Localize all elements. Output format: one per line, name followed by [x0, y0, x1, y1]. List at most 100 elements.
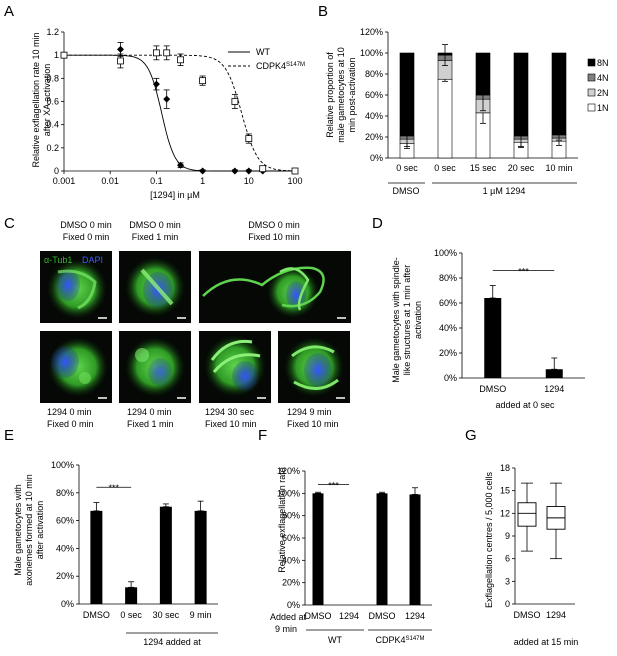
chart-b: Relative proportion of male gametocytes …: [325, 27, 609, 196]
chart-g-ytick-label-3: 9: [505, 531, 510, 541]
chart-g-iqr-0: [517, 502, 537, 527]
chart-b-ylabel-2: male gametocytes at 10: [336, 47, 346, 143]
chart-a-ytick-label-3: 0.6: [46, 97, 59, 107]
chart-a-xtick-label-3: 1: [200, 176, 205, 186]
micro-top-label-3a: DMSO 0 min: [248, 220, 300, 230]
chart-a-point-wt-7: [245, 167, 253, 175]
micro-cell-7: [284, 337, 344, 397]
chart-d-ytick-label-5: 100%: [434, 248, 457, 258]
chart-f-xtick-label-2: DMSO: [369, 611, 396, 621]
chart-e-ylabel-3: after activation: [35, 501, 45, 560]
chart-b-bar-8N-0: [399, 52, 415, 137]
chart-e-ytick-label-1: 20%: [56, 571, 74, 581]
chart-g-ytick-label-5: 15: [500, 486, 510, 496]
chart-a-legend: WT CDPK4S147M: [228, 47, 305, 71]
chart-b-bar-1N-1: [437, 78, 453, 159]
chart-a-legend-cdpk4-sup: S147M: [286, 62, 305, 68]
panel-letter-f: F: [258, 427, 267, 444]
chart-a-point-cdpk4-1: [117, 57, 124, 65]
chart-a-point-cdpk4-3: [163, 49, 171, 57]
chart-e-err-3: [197, 500, 204, 512]
chart-a-ytick-label-0: 0: [54, 166, 59, 176]
chart-g-ytick-label-2: 6: [505, 554, 510, 564]
micro-bottom-label-3a: 1294 30 sec: [205, 407, 255, 417]
chart-e-ytick-label-3: 60%: [56, 516, 74, 526]
chart-f-ylabel: Relative exflagellation rate: [277, 467, 287, 573]
chart-e-ytick-label-0: 0%: [61, 599, 74, 609]
chart-d-xlabel: added at 0 sec: [495, 400, 555, 410]
chart-f-group-cdpk4-sup: S147M: [406, 636, 425, 642]
chart-a-point-wt-3: [163, 95, 171, 103]
chart-b-bar-8N-4: [551, 52, 567, 136]
chart-d-ylabel-1: Male gametocytes with spindle-: [391, 257, 401, 383]
micro-cell-2: [125, 257, 185, 317]
chart-b-legend-label-1N: 1N: [597, 103, 609, 113]
chart-a-xtick-label-1: 0.01: [101, 176, 119, 186]
chart-a-ytick-label-5: 1: [54, 50, 59, 60]
chart-d-bar-1: [545, 369, 563, 378]
panel-letter-d: D: [372, 215, 383, 232]
chart-e-ytick-label-4: 80%: [56, 488, 74, 498]
chart-f-added-2: 9 min: [275, 624, 297, 634]
chart-e-bar-2: [159, 506, 172, 604]
chart-d-ytick-label-0: 0%: [444, 373, 457, 383]
chart-a-point-cdpk4-7: [245, 135, 253, 142]
chart-e-xtick-label-2: 30 sec: [153, 610, 180, 620]
chart-a-point-wt-5: [199, 167, 207, 175]
chart-b-ytick-label-6: 120%: [360, 27, 383, 37]
micro-top-label-2a: DMSO 0 min: [129, 220, 181, 230]
chart-d-xtick-label-0: DMSO: [479, 384, 506, 394]
chart-f-ytick-label-2: 40%: [282, 555, 300, 565]
chart-e-bar-3: [194, 510, 207, 604]
chart-e-err-1: [128, 581, 135, 588]
chart-g-ytick-label-4: 12: [500, 508, 510, 518]
chart-f-bar-2: [376, 493, 388, 605]
chart-a-ylabel-2: after XA activation: [42, 64, 52, 137]
micro-bottom-label-1b: Fixed 0 min: [47, 419, 94, 429]
chart-b-legend-label-4N: 4N: [597, 73, 609, 83]
micro-bottom-label-2b: Fixed 1 min: [127, 419, 174, 429]
chart-b-ytick-label-0: 0%: [370, 153, 383, 163]
micro-top-label-1a: DMSO 0 min: [60, 220, 112, 230]
chart-g-ytick-label-6: 18: [500, 463, 510, 473]
chart-d-ytick-label-3: 60%: [439, 298, 457, 308]
panel-letter-e: E: [4, 427, 14, 444]
chart-a-series-cdpk4-line: [64, 54, 296, 172]
micro-cell-4: [48, 337, 108, 397]
chart-a-ytick-label-4: 0.8: [46, 73, 59, 83]
micro-bottom-label-4a: 1294 9 min: [287, 407, 332, 417]
chart-b-legend: 8N 4N 2N 1N: [587, 58, 609, 113]
panel-letter-g: G: [465, 427, 477, 444]
micro-cell-5: [125, 337, 185, 397]
chart-b-xtick-label-0: 0 sec: [396, 163, 418, 173]
chart-g-box-1: [546, 482, 566, 560]
chart-b-ytick-label-4: 80%: [365, 69, 383, 79]
chart-f-ytick-label-3: 60%: [282, 533, 300, 543]
chart-g-xtick-label-1: 1294: [546, 610, 566, 620]
chart-d-err-0: [489, 285, 496, 299]
chart-e-group-label: 1294 added at: [143, 637, 201, 647]
chart-f-err-3: [412, 487, 418, 495]
chart-f-added-1: Added at: [270, 612, 307, 622]
chart-b-ytick-label-2: 40%: [365, 111, 383, 121]
chart-f-ytick-label-6: 120%: [277, 466, 300, 476]
chart-a-ylabel-1: Relative exflagellation rate 10 min: [31, 32, 41, 167]
chart-d-ytick-label-2: 40%: [439, 323, 457, 333]
chart-f-err-2: [379, 491, 385, 494]
chart-e-bar-0: [90, 510, 103, 604]
chart-b-ytick-label-5: 100%: [360, 48, 383, 58]
chart-b-legend-swatch-2N: [587, 88, 596, 97]
micro-bottom-label-3b: Fixed 10 min: [205, 419, 257, 429]
chart-f-xtick-label-0: DMSO: [305, 611, 332, 621]
chart-b-bar-8N-3: [513, 52, 529, 137]
chart-f-err-0: [315, 491, 321, 494]
micro-legend-tub: α-Tub1: [44, 255, 72, 265]
micro-cell-3: [202, 266, 325, 318]
chart-f-ytick-label-4: 80%: [282, 511, 300, 521]
chart-e-xtick-label-0: DMSO: [83, 610, 110, 620]
chart-d-ytick-label-4: 80%: [439, 273, 457, 283]
chart-d-ylabel-2: like structures at 1 min after: [402, 265, 412, 376]
chart-b-xtick-label-4: 10 min: [545, 163, 572, 173]
chart-a-ytick-label-2: 0.4: [46, 120, 59, 130]
chart-b-ylabel-3: min post-activation: [347, 57, 357, 132]
